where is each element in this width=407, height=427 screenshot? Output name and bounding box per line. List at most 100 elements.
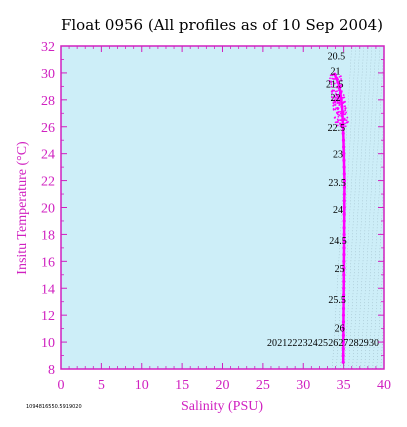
plot-area (61, 46, 384, 369)
data-point (341, 306, 346, 311)
data-point (341, 340, 345, 344)
density-label: 25 (318, 338, 328, 349)
data-point (340, 91, 343, 94)
x-tick-label: 25 (256, 378, 270, 393)
data-point (342, 145, 346, 149)
density-label: 24 (308, 338, 318, 349)
data-point (332, 78, 335, 80)
x-tick-label: 30 (296, 378, 310, 393)
density-label: 29 (359, 338, 369, 349)
data-point (343, 96, 346, 99)
density-label: 25 (335, 264, 345, 275)
density-label: 20 (267, 338, 277, 349)
data-point (333, 89, 336, 92)
y-tick-label: 10 (41, 336, 55, 351)
x-tick-label: 15 (175, 378, 189, 393)
data-point (331, 74, 334, 77)
data-points (328, 72, 349, 364)
data-point (342, 101, 345, 104)
data-point (336, 82, 339, 84)
x-tick-label: 40 (377, 378, 391, 393)
data-point (344, 122, 346, 125)
data-point (336, 107, 339, 110)
data-point (334, 108, 337, 111)
data-point (338, 101, 341, 104)
y-tick-label: 24 (41, 148, 55, 163)
data-point (342, 124, 345, 127)
density-label: 21 (277, 338, 287, 349)
data-point (331, 96, 334, 99)
data-point (336, 97, 339, 100)
data-point (342, 279, 346, 284)
data-point (342, 219, 346, 223)
data-point (329, 74, 332, 77)
data-point (335, 99, 337, 102)
y-axis-label: Insitu Temperature (°C) (15, 141, 30, 275)
data-point (336, 98, 339, 101)
data-point (342, 185, 347, 189)
y-tick-label: 26 (41, 121, 55, 136)
density-label: 26 (328, 338, 338, 349)
data-point (339, 119, 341, 121)
data-point (336, 112, 339, 115)
data-point (344, 125, 347, 128)
data-point (339, 85, 341, 88)
data-point (341, 313, 346, 317)
y-tick-label: 18 (41, 228, 55, 243)
data-point (342, 253, 346, 257)
data-point (345, 121, 348, 124)
data-point (339, 112, 342, 115)
density-label: 27 (338, 338, 348, 349)
data-point (342, 286, 346, 290)
data-point (337, 78, 340, 81)
data-point (342, 266, 346, 270)
density-label: 21.5 (326, 80, 344, 91)
data-point (341, 327, 345, 331)
data-point (337, 83, 340, 86)
data-point (342, 232, 346, 237)
data-point (342, 113, 345, 116)
data-point (342, 192, 346, 196)
data-point (340, 79, 343, 82)
density-label: 23 (298, 338, 308, 349)
data-point (338, 99, 341, 102)
data-point (342, 246, 346, 250)
y-tick-label: 8 (48, 363, 55, 378)
data-point (341, 333, 345, 337)
density-label: 23 (333, 150, 343, 161)
density-label: 23.5 (328, 178, 346, 189)
data-point (342, 152, 346, 156)
data-point (342, 199, 346, 203)
data-point (341, 353, 345, 358)
data-point (342, 259, 346, 263)
data-point (342, 273, 346, 277)
x-tick-label: 35 (337, 378, 351, 393)
data-point (341, 113, 344, 116)
data-point (341, 347, 345, 351)
data-point (342, 172, 346, 176)
data-point (336, 118, 339, 121)
data-point (344, 107, 347, 109)
data-point (334, 104, 337, 106)
data-point (343, 105, 346, 108)
data-point (344, 109, 347, 112)
data-point (335, 76, 338, 79)
data-point (342, 226, 346, 230)
density-label: 25.5 (328, 295, 346, 306)
data-point (340, 101, 343, 104)
data-point (342, 158, 346, 162)
y-tick-label: 14 (41, 282, 55, 297)
data-point (334, 90, 337, 93)
data-point (333, 116, 336, 119)
data-point (337, 87, 340, 90)
data-point (342, 212, 346, 216)
data-point (333, 100, 336, 103)
data-point (346, 116, 349, 119)
y-tick-label: 32 (41, 40, 55, 55)
data-point (332, 104, 335, 107)
data-point (342, 115, 344, 118)
data-point (338, 114, 341, 117)
data-point (340, 104, 344, 109)
data-point (345, 111, 348, 114)
